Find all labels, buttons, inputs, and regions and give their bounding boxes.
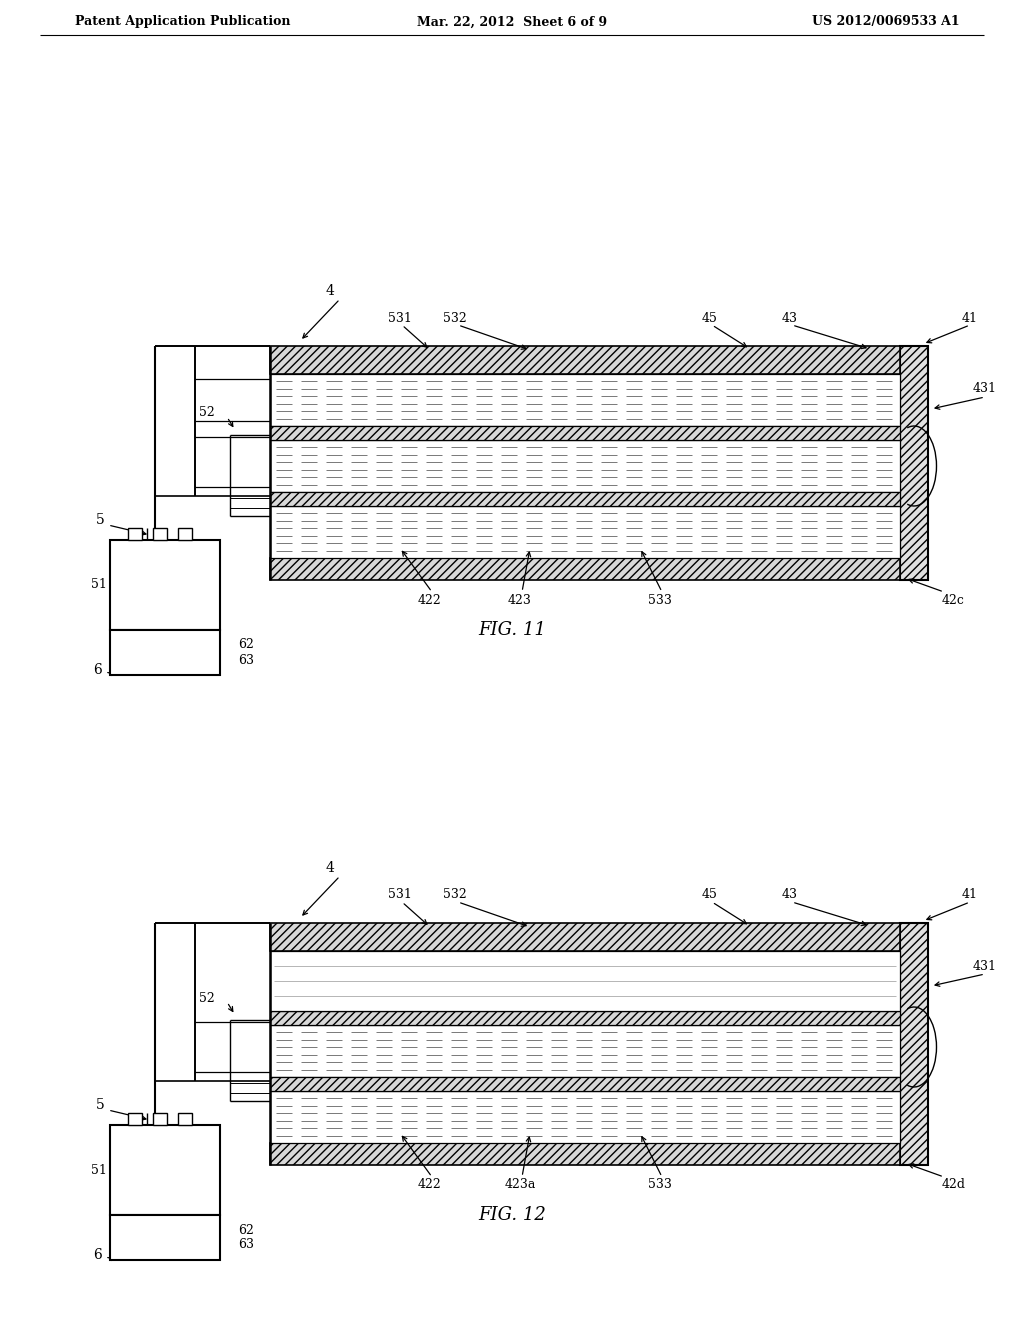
Bar (178, 528, 193, 540)
Text: 531: 531 (388, 888, 412, 902)
Text: 4: 4 (326, 284, 335, 298)
Bar (270, 506, 900, 558)
Text: 5: 5 (96, 513, 105, 527)
Text: 45: 45 (702, 888, 718, 902)
Bar (270, 1077, 900, 1092)
Text: FIG. 12: FIG. 12 (478, 1206, 546, 1224)
Bar (270, 426, 900, 440)
Text: 41: 41 (962, 312, 978, 325)
Bar (153, 1113, 167, 1125)
Bar (110, 540, 220, 630)
Text: 42d: 42d (942, 1179, 966, 1192)
Text: 6: 6 (93, 663, 102, 677)
Text: 422: 422 (418, 594, 442, 606)
Bar (153, 528, 167, 540)
Text: 45: 45 (702, 312, 718, 325)
Bar (270, 492, 900, 506)
Text: 533: 533 (648, 1179, 672, 1192)
Bar (110, 1125, 220, 1214)
Bar (900, 923, 928, 1166)
Text: FIG. 11: FIG. 11 (478, 620, 546, 639)
Text: US 2012/0069533 A1: US 2012/0069533 A1 (812, 16, 961, 29)
Bar (270, 346, 900, 374)
Text: 422: 422 (418, 1179, 442, 1192)
Bar (270, 1011, 900, 1026)
Text: 533: 533 (648, 594, 672, 606)
Bar (270, 950, 900, 1011)
Bar (270, 558, 900, 579)
Text: 52: 52 (200, 407, 215, 420)
Text: 51: 51 (91, 1163, 106, 1176)
Text: 43: 43 (782, 888, 798, 902)
Bar (270, 923, 900, 950)
Bar (900, 346, 928, 579)
Text: 41: 41 (962, 888, 978, 902)
Text: 62: 62 (238, 1224, 254, 1237)
Text: 423a: 423a (504, 1179, 536, 1192)
Text: 532: 532 (443, 312, 467, 325)
Text: 42c: 42c (942, 594, 965, 606)
Bar (110, 1214, 220, 1261)
Text: 531: 531 (388, 312, 412, 325)
Text: 6: 6 (93, 1247, 102, 1262)
Text: 5: 5 (96, 1098, 105, 1111)
Bar (178, 1113, 193, 1125)
Bar (128, 528, 142, 540)
Text: 431: 431 (973, 960, 997, 973)
Bar (110, 630, 220, 675)
Bar (270, 440, 900, 492)
Text: 43: 43 (782, 312, 798, 325)
Text: 423: 423 (508, 594, 531, 606)
Text: 63: 63 (238, 653, 254, 667)
Text: 63: 63 (238, 1238, 254, 1251)
Bar (270, 374, 900, 426)
Bar (270, 1143, 900, 1166)
Bar (270, 1026, 900, 1077)
Text: 4: 4 (326, 861, 335, 875)
Text: Mar. 22, 2012  Sheet 6 of 9: Mar. 22, 2012 Sheet 6 of 9 (417, 16, 607, 29)
Text: 52: 52 (200, 991, 215, 1005)
Text: 51: 51 (91, 578, 106, 591)
Bar (270, 1092, 900, 1143)
Bar (128, 1113, 142, 1125)
Text: 532: 532 (443, 888, 467, 902)
Text: 431: 431 (973, 383, 997, 396)
Text: 62: 62 (238, 639, 254, 652)
Text: Patent Application Publication: Patent Application Publication (75, 16, 291, 29)
